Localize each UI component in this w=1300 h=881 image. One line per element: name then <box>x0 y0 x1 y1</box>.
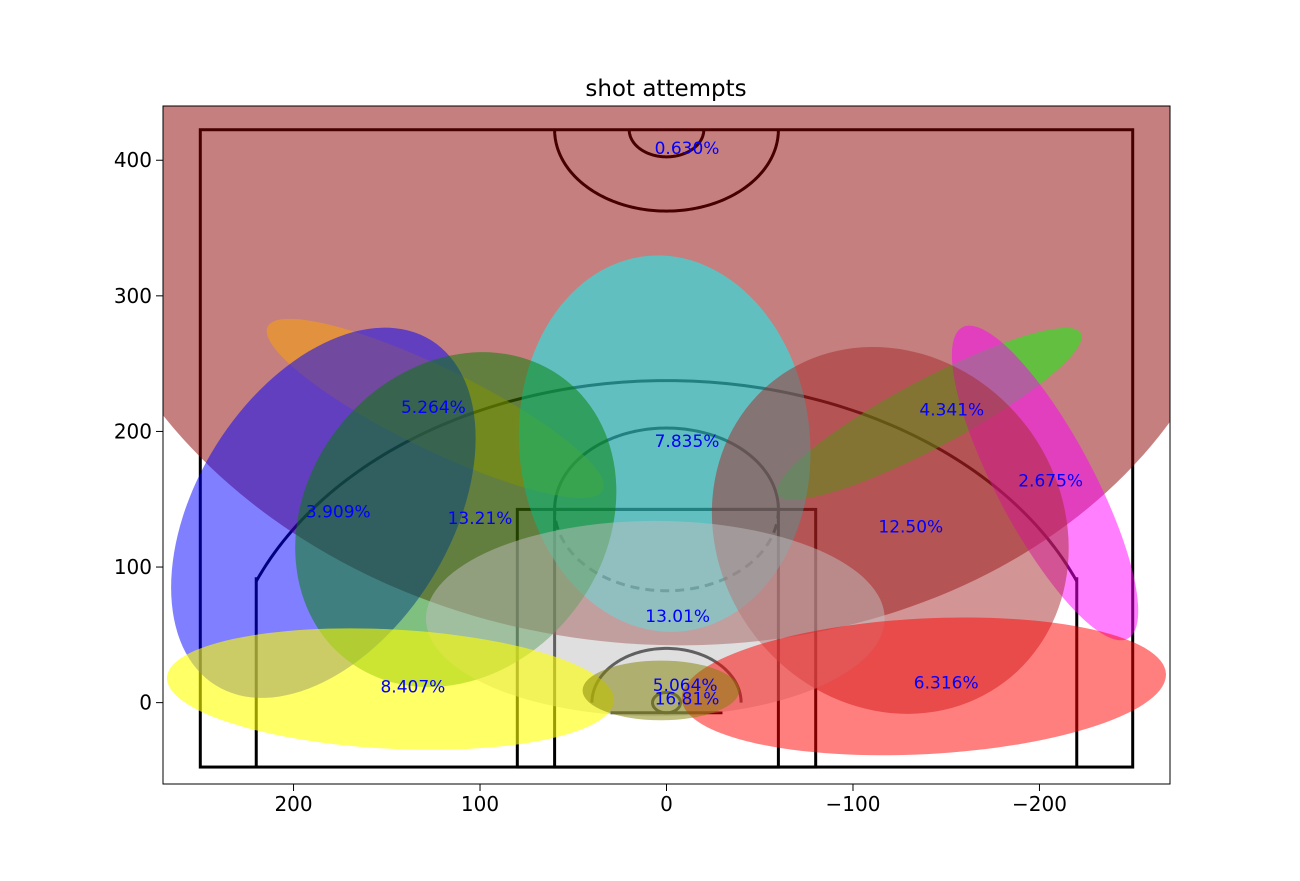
x-tick-label-2: 0 <box>660 792 673 816</box>
axes: 200 100 0 −100 −200 0 100 200 300 400 <box>114 148 1067 816</box>
zone-label-6: 13.21% <box>448 509 513 529</box>
zone-label-10: 6.316% <box>914 673 979 693</box>
x-tick-label-3: −100 <box>826 792 881 816</box>
zone-label-2: 4.341% <box>919 401 984 421</box>
y-tick-label-3: 300 <box>114 284 152 308</box>
zone-labels: 0.630% 5.264% 4.341% 7.835% 2.675% 3.909% 13.2… <box>306 139 1083 710</box>
zone-label-12: 16.81% <box>655 690 720 710</box>
shot-zone-ellipse-11 <box>582 660 740 721</box>
shot-zone-ellipse-10 <box>681 617 1166 756</box>
y-tick-label-0: 0 <box>139 691 152 715</box>
shot-zone-ellipse-9 <box>167 628 615 750</box>
zone-label-11: 5.064% <box>653 676 718 696</box>
zone-label-3: 7.835% <box>655 432 720 452</box>
zone-label-5: 3.909% <box>306 502 371 522</box>
zone-label-4: 2.675% <box>1018 471 1083 491</box>
zone-label-0: 0.630% <box>655 139 720 159</box>
y-tick-label-2: 200 <box>114 419 152 443</box>
x-tick-label-0: 200 <box>274 792 312 816</box>
chart-title: shot attempts <box>585 76 746 102</box>
zone-label-7: 12.50% <box>878 517 943 537</box>
zone-label-8: 13.01% <box>645 607 710 627</box>
shot-zones <box>163 106 1170 756</box>
y-tick-label-4: 400 <box>114 148 152 172</box>
y-tick-label-1: 100 <box>114 555 152 579</box>
x-tick-label-1: 100 <box>461 792 499 816</box>
x-tick-label-4: −200 <box>1012 792 1067 816</box>
zone-label-9: 8.407% <box>380 677 445 697</box>
zone-label-1: 5.264% <box>401 398 466 418</box>
